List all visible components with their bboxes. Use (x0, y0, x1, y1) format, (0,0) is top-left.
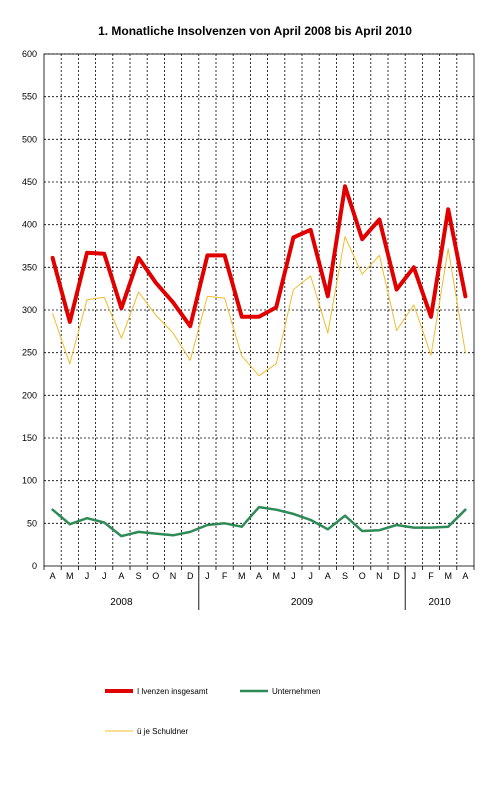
y-tick-label: 600 (22, 49, 37, 59)
year-label: 2010 (428, 597, 451, 608)
y-tick-label: 200 (22, 390, 37, 400)
x-tick-label: M (238, 571, 246, 581)
y-tick-label: 50 (27, 518, 37, 528)
x-tick-label: J (412, 571, 417, 581)
series-line (52, 236, 466, 377)
legend-label: Unternehmen (272, 687, 320, 696)
x-tick-label: J (308, 571, 313, 581)
plot-border (43, 53, 475, 567)
y-tick-label: 250 (22, 348, 37, 358)
x-tick-label: M (272, 571, 280, 581)
y-tick-label: 150 (22, 433, 37, 443)
y-tick-label: 350 (22, 262, 37, 272)
x-tick-label: N (376, 571, 383, 581)
y-tick-label: 0 (32, 561, 37, 571)
legend-label: ü je Schuldner (137, 727, 188, 736)
x-tick-label: A (50, 571, 56, 581)
x-tick-label: D (393, 571, 400, 581)
y-tick-label: 500 (22, 134, 37, 144)
x-tick-label: S (136, 571, 142, 581)
x-tick-label: J (102, 571, 107, 581)
axes (43, 53, 475, 610)
y-tick-label: 450 (22, 177, 37, 187)
legend: I lvenzen insgesamt Unternehmen ü je Schul… (105, 687, 320, 736)
x-tick-label: N (170, 571, 177, 581)
series-line (50, 184, 468, 329)
y-tick-label: 550 (22, 92, 37, 102)
x-tick-label: O (152, 571, 159, 581)
legend-label: I lvenzen insgesamt (137, 687, 208, 696)
x-tick-label: F (428, 571, 434, 581)
series-line (51, 505, 467, 538)
y-tick-label: 400 (22, 220, 37, 230)
x-tick-label: D (187, 571, 194, 581)
x-tick-label: M (444, 571, 452, 581)
x-tick-label: J (85, 571, 90, 581)
x-tick-label: A (118, 571, 124, 581)
y-tick-label: 100 (22, 476, 37, 486)
series-lines (50, 184, 468, 538)
year-label: 2009 (291, 597, 314, 608)
x-tick-label: A (325, 571, 331, 581)
x-tick-label: F (222, 571, 228, 581)
grid (44, 53, 474, 566)
chart-title: 1. Monatliche Insolvenzen von April 2008… (98, 24, 412, 38)
y-tick-label: 300 (22, 305, 37, 315)
x-tick-label: S (342, 571, 348, 581)
x-tick-label: J (291, 571, 296, 581)
year-label: 2008 (110, 597, 133, 608)
x-tick-label: M (66, 571, 74, 581)
x-tick-label: O (359, 571, 366, 581)
x-tick-label: A (462, 571, 468, 581)
x-tick-label: J (205, 571, 210, 581)
x-tick-label: A (256, 571, 262, 581)
